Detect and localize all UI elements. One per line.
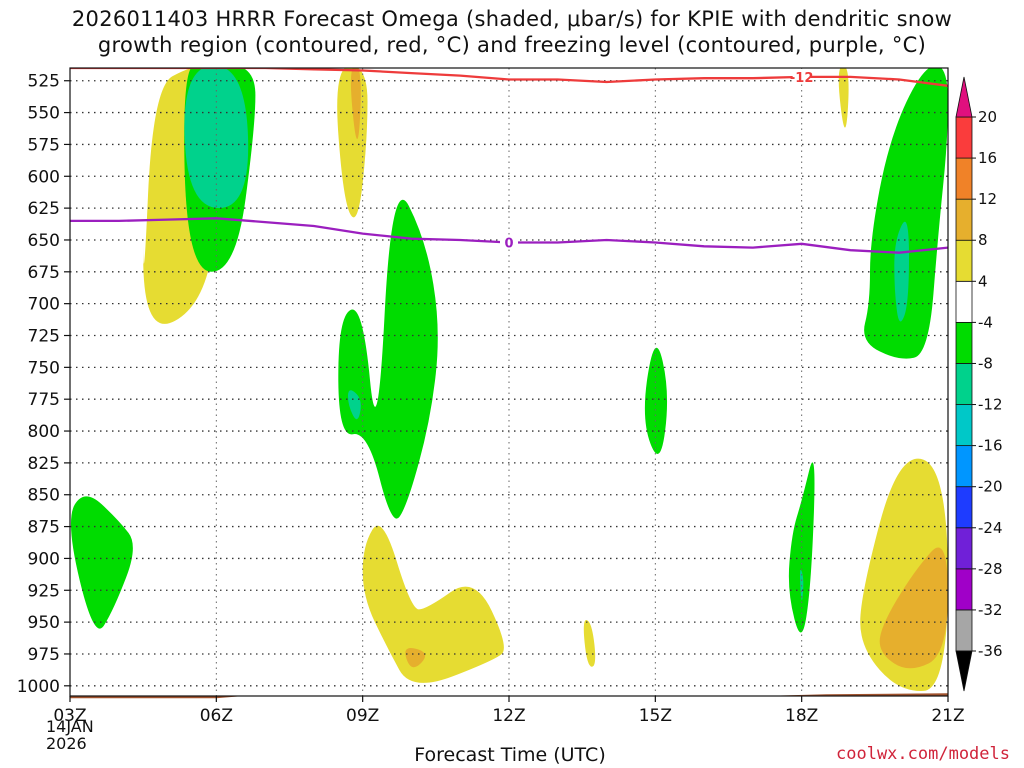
y-tick-label: 725 xyxy=(28,327,60,347)
y-tick-label: 525 xyxy=(28,72,60,92)
colorbar-label: 16 xyxy=(978,149,997,167)
colorbar-label: -4 xyxy=(978,313,993,331)
contour-label: 0 xyxy=(504,237,513,252)
date-label: 14JAN 2026 xyxy=(46,718,94,752)
contour-lines: -12 0 xyxy=(70,68,948,254)
colorbar-label: 8 xyxy=(978,231,988,249)
omega-region xyxy=(838,68,849,128)
colorbar-label: -36 xyxy=(978,642,1003,660)
colorbar-segment xyxy=(955,321,973,364)
colorbar-segment xyxy=(955,404,973,447)
x-axis-title: Forecast Time (UTC) xyxy=(414,744,606,766)
y-tick-label: 600 xyxy=(28,167,60,187)
colorbar-segment xyxy=(955,157,973,200)
omega-region xyxy=(644,347,668,454)
omega-region xyxy=(348,390,361,420)
omega-region xyxy=(405,648,426,668)
y-tick-label: 775 xyxy=(28,390,60,410)
chart-title: 2026011403 HRRR Forecast Omega (shaded, … xyxy=(0,6,1024,58)
contour-label: -12 xyxy=(790,71,814,86)
x-tick-label: 06Z xyxy=(200,706,233,726)
y-tick-label: 800 xyxy=(28,422,60,442)
y-tick-label: 650 xyxy=(28,231,60,251)
contour-label-bg xyxy=(792,68,811,84)
omega-region xyxy=(338,199,438,519)
y-tick-label: 550 xyxy=(28,104,60,124)
chart-title-line-1: 2026011403 HRRR Forecast Omega (shaded, … xyxy=(71,7,953,31)
colorbar-segment xyxy=(955,445,973,488)
colorbar-label: -20 xyxy=(978,478,1003,496)
y-tick-label: 625 xyxy=(28,199,60,219)
omega-region xyxy=(350,68,361,139)
omega-region xyxy=(362,525,504,683)
contour-label-bg xyxy=(500,234,518,250)
colorbar-label: -16 xyxy=(978,437,1003,455)
omega-region xyxy=(184,68,249,209)
colorbar-segment xyxy=(955,198,973,241)
omega-region xyxy=(894,221,909,322)
omega-region xyxy=(70,496,133,629)
x-axis-ticks: 03Z 06Z 09Z 12Z 15Z 18Z 21Z xyxy=(53,696,965,726)
colorbar-segment xyxy=(955,239,973,282)
y-tick-label: 575 xyxy=(28,135,60,155)
y-tick-label: 1000 xyxy=(17,677,60,697)
omega-region xyxy=(879,547,948,669)
x-tick-label: 12Z xyxy=(492,706,525,726)
omega-region xyxy=(864,68,948,359)
omega-shaded-regions xyxy=(70,68,948,691)
colorbar-label: -8 xyxy=(978,354,993,372)
colorbar-segment xyxy=(955,609,973,652)
colorbar-label: -24 xyxy=(978,519,1003,537)
grid-lines xyxy=(70,68,948,696)
date-label-day: 14JAN xyxy=(46,717,94,736)
y-tick-label: 825 xyxy=(28,454,60,474)
colorbar-label: -28 xyxy=(978,560,1003,578)
colorbar-under-arrow xyxy=(955,650,973,692)
credit-link[interactable]: coolwx.com/models xyxy=(836,744,1010,764)
x-tick-label: 03Z xyxy=(53,706,86,726)
y-tick-label: 875 xyxy=(28,518,60,538)
x-tick-label: 15Z xyxy=(639,706,672,726)
x-tick-label: 21Z xyxy=(931,706,964,726)
omega-region xyxy=(800,569,804,601)
y-tick-label: 975 xyxy=(28,645,60,665)
colorbar-over-arrow xyxy=(955,76,973,118)
y-tick-label: 900 xyxy=(28,549,60,569)
colorbar-label: 4 xyxy=(978,272,988,290)
x-tick-label: 18Z xyxy=(785,706,818,726)
chart-title-line-2: growth region (contoured, red, °C) and f… xyxy=(97,33,927,57)
y-tick-label: 675 xyxy=(28,263,60,283)
y-tick-label: 925 xyxy=(28,581,60,601)
omega-region xyxy=(583,620,596,667)
y-tick-label: 750 xyxy=(28,358,60,378)
colorbar-label: 12 xyxy=(978,190,997,208)
colorbar-label: 20 xyxy=(978,108,997,126)
colorbar-segment xyxy=(955,486,973,529)
colorbar-segment xyxy=(955,116,973,159)
date-label-year: 2026 xyxy=(46,734,87,753)
y-axis-ticks: 525 550 575 600 625 650 675 700 725 750 775 800 825 8… xyxy=(17,72,70,697)
colorbar-segment xyxy=(955,568,973,611)
colorbar-segment xyxy=(955,527,973,570)
x-tick-label: 09Z xyxy=(346,706,379,726)
colorbar: -36 -32 -28 -24 -20 -16 -12 -8 -4 4 8 12 16 20 xyxy=(955,76,1003,692)
y-tick-label: 700 xyxy=(28,295,60,315)
y-tick-label: 850 xyxy=(28,486,60,506)
colorbar-segment xyxy=(955,363,973,405)
colorbar-label: -12 xyxy=(978,396,1003,414)
colorbar-segment xyxy=(955,280,973,323)
colorbar-label: -32 xyxy=(978,601,1003,619)
y-tick-label: 950 xyxy=(28,613,60,633)
